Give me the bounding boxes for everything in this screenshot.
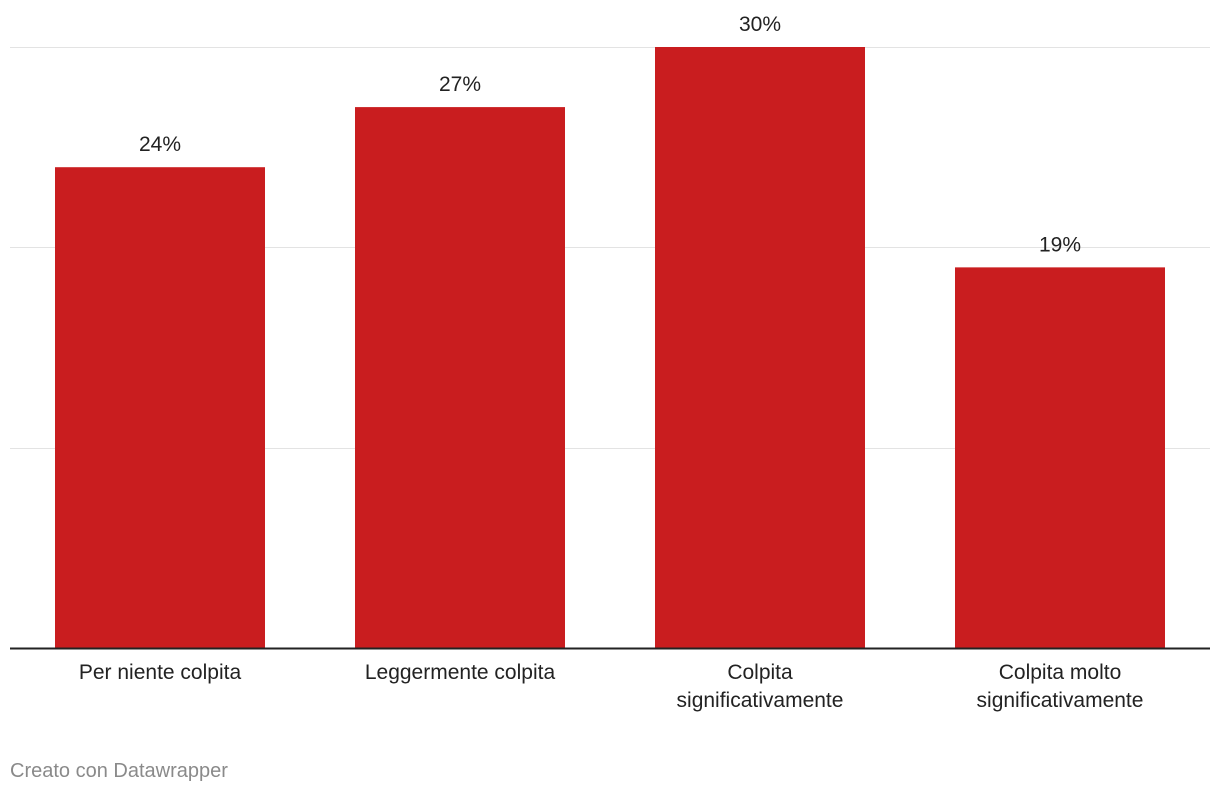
category-labels: Per niente colpita Leggermente colpita Col…: [79, 661, 1144, 712]
bar[interactable]: [55, 167, 265, 648]
bars: [55, 47, 1165, 649]
bar-value-label: 19%: [1039, 233, 1081, 256]
bar-value-label: 24%: [139, 133, 181, 156]
category-label: Colpita: [727, 661, 793, 684]
category-label: Colpita molto: [999, 661, 1122, 684]
footer-credit[interactable]: Creato con Datawrapper: [10, 760, 228, 782]
bar[interactable]: [355, 107, 565, 649]
bar[interactable]: [955, 267, 1165, 648]
category-label: significativamente: [977, 689, 1144, 712]
category-label: Per niente colpita: [79, 661, 242, 684]
bar-value-label: 27%: [439, 73, 481, 96]
bar-value-label: 30%: [739, 13, 781, 36]
category-label: significativamente: [677, 689, 844, 712]
value-labels: 24% 27% 30% 19%: [139, 13, 1081, 256]
bar[interactable]: [655, 47, 865, 648]
category-label: Leggermente colpita: [365, 661, 556, 684]
